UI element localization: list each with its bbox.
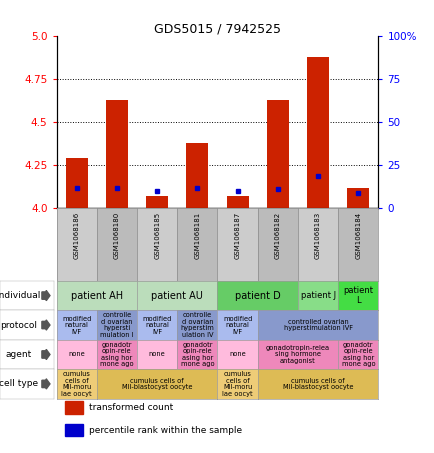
Text: modified
natural
IVF: modified natural IVF: [222, 316, 252, 334]
Text: patient J: patient J: [300, 291, 335, 300]
Text: controlle
d ovarian
hyperstim
ulation IV: controlle d ovarian hyperstim ulation IV: [180, 312, 214, 338]
Text: GSM1068183: GSM1068183: [314, 212, 320, 259]
FancyArrow shape: [42, 320, 50, 330]
Text: none: none: [68, 352, 85, 357]
Text: GSM1068181: GSM1068181: [194, 212, 200, 259]
Text: agent: agent: [6, 350, 32, 359]
Text: cumulus
cells of
MII-moru
lae oocyt: cumulus cells of MII-moru lae oocyt: [222, 371, 252, 397]
Bar: [306, 57, 329, 208]
FancyArrow shape: [42, 349, 50, 360]
Text: GSM1068187: GSM1068187: [234, 212, 240, 259]
Text: cumulus
cells of
MII-moru
lae oocyt: cumulus cells of MII-moru lae oocyt: [61, 371, 92, 397]
Text: modified
natural
IVF: modified natural IVF: [62, 316, 91, 334]
Text: individual: individual: [0, 291, 41, 300]
Text: GSM1068185: GSM1068185: [154, 212, 160, 259]
Bar: [146, 196, 168, 208]
Text: GSM1068186: GSM1068186: [73, 212, 79, 259]
Bar: [65, 401, 82, 414]
Text: patient AH: patient AH: [71, 290, 122, 301]
Text: transformed count: transformed count: [89, 403, 173, 412]
Text: cumulus cells of
MII-blastocyst oocyte: cumulus cells of MII-blastocyst oocyte: [122, 378, 192, 390]
Text: gonadotr
opin-rele
asing hor
mone ago: gonadotr opin-rele asing hor mone ago: [341, 342, 374, 367]
Bar: [266, 100, 288, 208]
Text: patient
L: patient L: [342, 286, 372, 305]
Text: protocol: protocol: [0, 321, 37, 329]
Text: modified
natural
IVF: modified natural IVF: [142, 316, 171, 334]
Bar: [66, 159, 88, 208]
Text: controlled ovarian
hyperstimulation IVF: controlled ovarian hyperstimulation IVF: [283, 319, 352, 331]
Bar: [346, 188, 368, 208]
Text: GSM1068180: GSM1068180: [114, 212, 120, 259]
Text: GSM1068182: GSM1068182: [274, 212, 280, 259]
Text: gonadotr
opin-rele
asing hor
mone ago: gonadotr opin-rele asing hor mone ago: [100, 342, 133, 367]
Text: gonadotr
opin-rele
asing hor
mone ago: gonadotr opin-rele asing hor mone ago: [180, 342, 214, 367]
Text: GDS5015 / 7942525: GDS5015 / 7942525: [154, 23, 280, 36]
Text: GSM1068184: GSM1068184: [355, 212, 361, 259]
Bar: [226, 196, 248, 208]
Text: patient D: patient D: [234, 290, 280, 301]
Bar: [105, 100, 128, 208]
FancyArrow shape: [42, 290, 50, 301]
Text: cell type: cell type: [0, 380, 38, 388]
Text: cumulus cells of
MII-blastocyst oocyte: cumulus cells of MII-blastocyst oocyte: [282, 378, 352, 390]
Text: percentile rank within the sample: percentile rank within the sample: [89, 425, 242, 434]
Text: patient AU: patient AU: [151, 290, 203, 301]
Bar: [65, 424, 82, 436]
Text: controlle
d ovarian
hypersti
mulation I: controlle d ovarian hypersti mulation I: [100, 312, 133, 338]
Text: none: none: [229, 352, 246, 357]
FancyArrow shape: [42, 379, 50, 389]
Bar: [186, 143, 208, 208]
Text: gonadotropin-relea
sing hormone
antagonist: gonadotropin-relea sing hormone antagoni…: [265, 345, 329, 364]
Text: none: none: [148, 352, 165, 357]
